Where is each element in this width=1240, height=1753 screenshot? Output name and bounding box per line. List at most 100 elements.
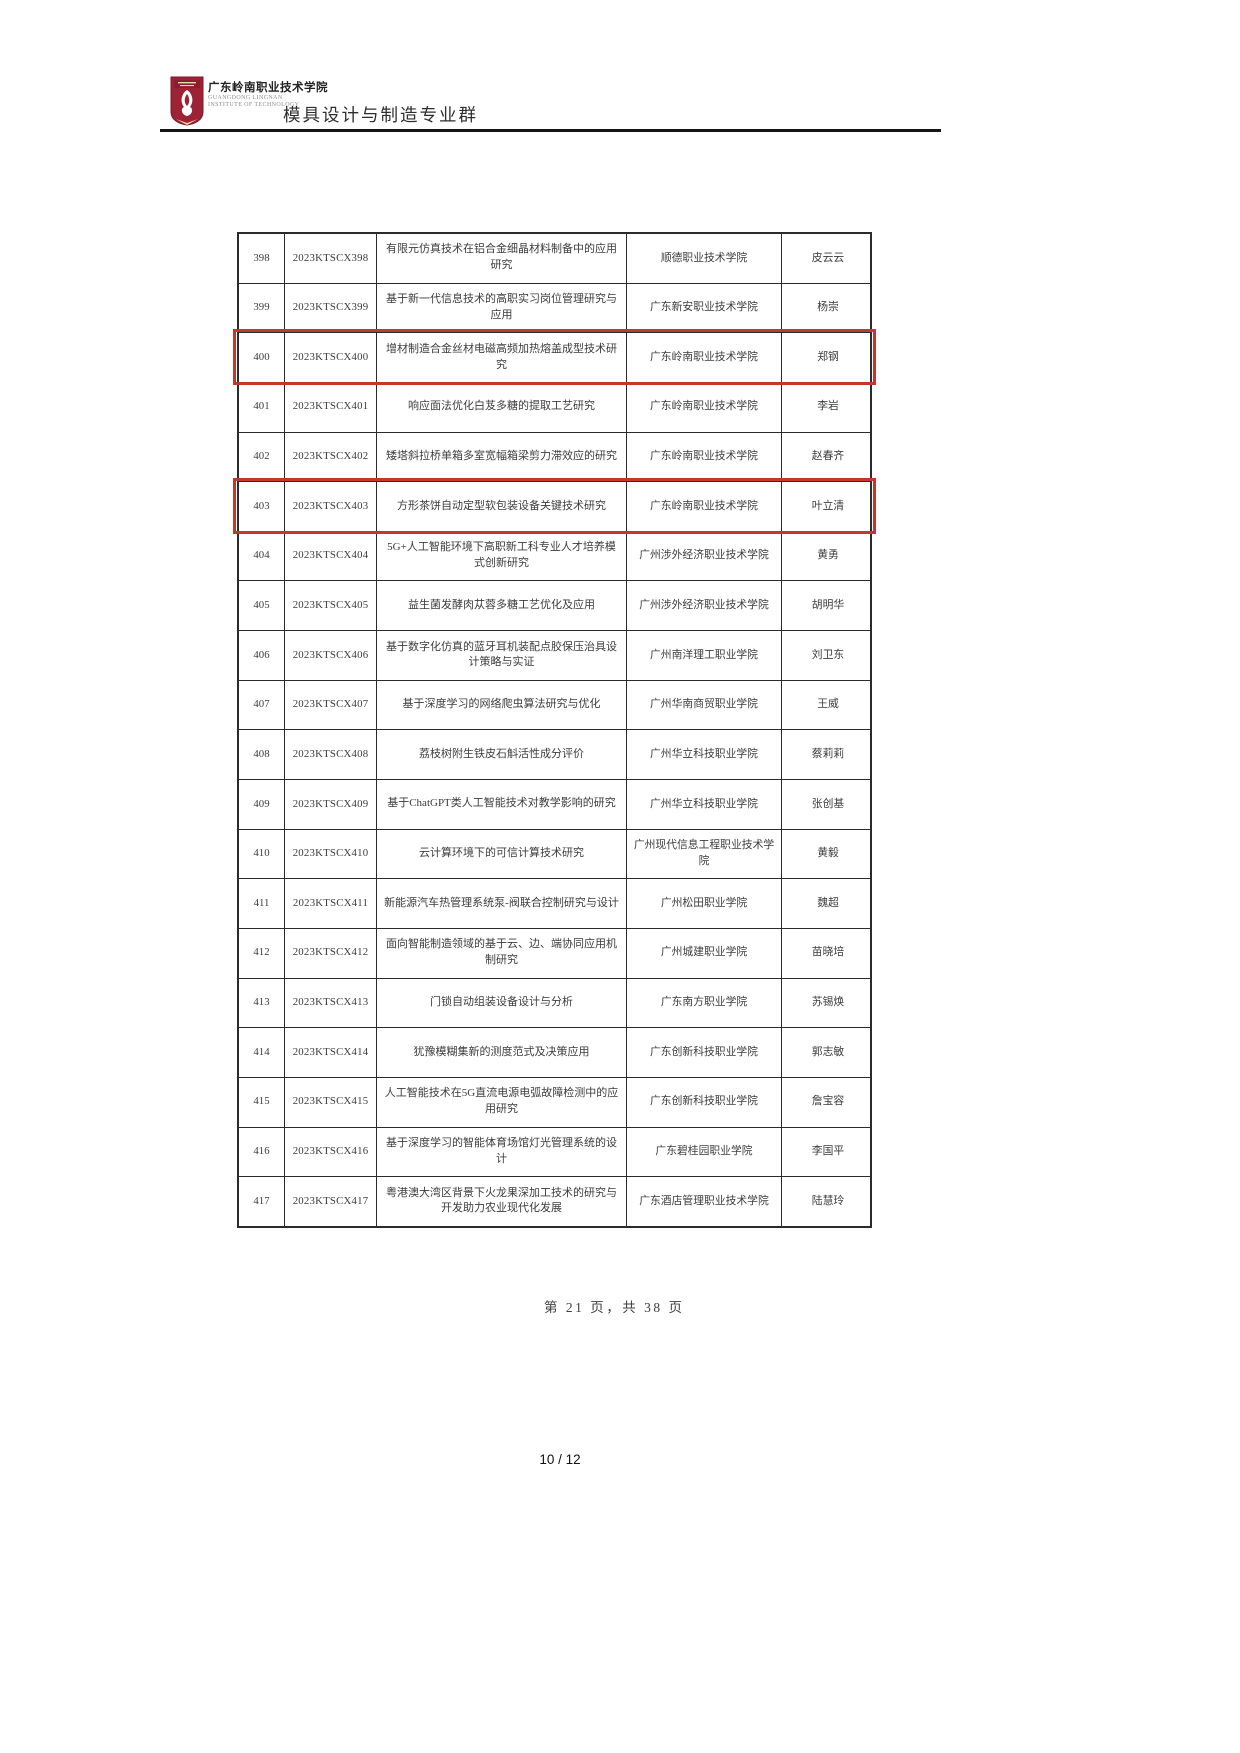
cell-project-title: 粤港澳大湾区背景下火龙果深加工技术的研究与开发助力农业现代化发展 <box>377 1177 627 1226</box>
cell-project-code: 2023KTSCX417 <box>285 1177 377 1226</box>
cell-institution: 广州涉外经济职业技术学院 <box>627 531 782 581</box>
cell-institution: 广州城建职业学院 <box>627 928 782 978</box>
cell-project-title: 响应面法优化白芨多糖的提取工艺研究 <box>377 382 627 432</box>
cell-leader-name: 皮云云 <box>811 251 845 264</box>
cell-leader-name: 叶立清 <box>811 499 845 512</box>
cell-institution: 广东岭南职业技术学院 <box>627 432 782 482</box>
projects-table: 398 2023KTSCX398 有限元仿真技术在铝合金细晶材料制备中的应用研究… <box>233 232 876 1228</box>
cell-institution: 广东岭南职业技术学院 <box>627 482 782 531</box>
cell-seq: 400 <box>239 333 285 382</box>
cell-institution: 广东碧桂园职业学院 <box>627 1127 782 1177</box>
cell-project-code: 2023KTSCX405 <box>285 581 377 631</box>
table-row: 414 2023KTSCX414 犹豫模糊集新的测度范式及决策应用 广东创新科技… <box>239 1028 870 1078</box>
cell-institution: 广东南方职业学院 <box>627 978 782 1028</box>
cell-project-code: 2023KTSCX400 <box>285 333 377 382</box>
table-row: 410 2023KTSCX410 云计算环境下的可信计算技术研究 广州现代信息工… <box>239 829 870 880</box>
header-divider <box>160 129 941 132</box>
document-header: 广东岭南职业技术学院 GUANGDONG LINGNAN INSTITUTE O… <box>160 74 940 132</box>
table-row: 403 2023KTSCX403 方形茶饼自动定型软包装设备关键技术研究 广东岭… <box>233 478 876 534</box>
cell-leader-name: 蔡莉莉 <box>811 747 845 760</box>
cell-seq: 413 <box>239 978 285 1028</box>
table-row: 401 2023KTSCX401 响应面法优化白芨多糖的提取工艺研究 广东岭南职… <box>239 382 870 433</box>
cell-project-code: 2023KTSCX407 <box>285 680 377 730</box>
cell-leader-name: 胡明华 <box>811 598 845 611</box>
table-row: 402 2023KTSCX402 矮塔斜拉桥单箱多室宽幅箱梁剪力滞效应的研究 广… <box>239 432 870 483</box>
cell-institution: 广东酒店管理职业技术学院 <box>627 1177 782 1226</box>
cell-project-code: 2023KTSCX414 <box>285 1028 377 1077</box>
cell-seq: 402 <box>239 432 285 482</box>
cell-seq: 406 <box>239 631 285 680</box>
school-name-cn: 广东岭南职业技术学院 <box>208 82 328 94</box>
cell-leader-name: 李岩 <box>817 400 839 413</box>
cell-seq: 407 <box>239 680 285 730</box>
cell-seq: 401 <box>239 382 285 432</box>
cell-project-code: 2023KTSCX415 <box>285 1077 377 1127</box>
cell-project-title: 基于数字化仿真的蓝牙耳机装配点胶保压治具设计策略与实证 <box>377 631 627 680</box>
cell-leader-name: 刘卫东 <box>811 648 845 661</box>
cell-leader-name: 詹宝容 <box>811 1095 845 1108</box>
cell-project-code: 2023KTSCX408 <box>285 730 377 780</box>
cell-project-code: 2023KTSCX406 <box>285 631 377 680</box>
school-name-block: 广东岭南职业技术学院 GUANGDONG LINGNAN INSTITUTE O… <box>208 82 328 109</box>
cell-project-code: 2023KTSCX401 <box>285 382 377 432</box>
cell-institution: 广东创新科技职业学院 <box>627 1028 782 1077</box>
cell-seq: 411 <box>239 879 285 928</box>
cell-leader-name: 王威 <box>817 698 839 711</box>
table-row: 413 2023KTSCX413 门锁自动组装设备设计与分析 广东南方职业学院 … <box>239 978 870 1029</box>
cell-institution: 广州现代信息工程职业技术学院 <box>627 829 782 879</box>
table-row: 398 2023KTSCX398 有限元仿真技术在铝合金细晶材料制备中的应用研究… <box>239 234 870 284</box>
cell-project-title: 新能源汽车热管理系统泵-阀联合控制研究与设计 <box>377 879 627 928</box>
cell-project-code: 2023KTSCX398 <box>285 234 377 283</box>
cell-leader-name: 李国平 <box>811 1145 845 1158</box>
table-row: 412 2023KTSCX412 面向智能制造领域的基于云、边、端协同应用机制研… <box>239 928 870 979</box>
cell-project-title: 犹豫模糊集新的测度范式及决策应用 <box>377 1028 627 1077</box>
cell-seq: 416 <box>239 1127 285 1177</box>
cell-seq: 415 <box>239 1077 285 1127</box>
table-row: 400 2023KTSCX400 增材制造合金丝材电磁高频加热熔盖成型技术研究 … <box>233 329 876 385</box>
cell-leader-name: 苏锡焕 <box>811 996 845 1009</box>
cell-leader-name: 赵春齐 <box>811 450 845 463</box>
cell-project-code: 2023KTSCX411 <box>285 879 377 928</box>
cell-project-title: 基于深度学习的网络爬虫算法研究与优化 <box>377 680 627 730</box>
table-row: 411 2023KTSCX411 新能源汽车热管理系统泵-阀联合控制研究与设计 … <box>239 879 870 929</box>
cell-leader-name: 陆慧玲 <box>811 1194 845 1207</box>
cell-leader-name: 黄勇 <box>817 549 839 562</box>
cell-institution: 广州华立科技职业学院 <box>627 730 782 780</box>
cell-institution: 广州华立科技职业学院 <box>627 780 782 829</box>
cell-seq: 417 <box>239 1177 285 1226</box>
professional-group-title: 模具设计与制造专业群 <box>283 105 478 125</box>
cell-seq: 398 <box>239 234 285 283</box>
cell-project-code: 2023KTSCX399 <box>285 283 377 333</box>
cell-leader-name: 魏超 <box>817 896 839 909</box>
cell-institution: 广州南洋理工职业学院 <box>627 631 782 680</box>
cell-project-title: 矮塔斜拉桥单箱多室宽幅箱梁剪力滞效应的研究 <box>377 432 627 482</box>
table-row: 408 2023KTSCX408 荔枝树附生铁皮石斛活性成分评价 广州华立科技职… <box>239 730 870 781</box>
cell-project-code: 2023KTSCX410 <box>285 829 377 879</box>
table-row: 415 2023KTSCX415 人工智能技术在5G直流电源电弧故障检测中的应用… <box>239 1077 870 1128</box>
viewer-page-indicator: 10 / 12 <box>539 1452 581 1467</box>
cell-institution: 广州松田职业学院 <box>627 879 782 928</box>
table-row: 404 2023KTSCX404 5G+人工智能环境下高职新工科专业人才培养模式… <box>239 531 870 582</box>
cell-institution: 广州华南商贸职业学院 <box>627 680 782 730</box>
cell-project-title: 门锁自动组装设备设计与分析 <box>377 978 627 1028</box>
cell-project-title: 基于深度学习的智能体育场馆灯光管理系统的设计 <box>377 1127 627 1177</box>
cell-project-title: 荔枝树附生铁皮石斛活性成分评价 <box>377 730 627 780</box>
cell-seq: 404 <box>239 531 285 581</box>
cell-leader-name: 黄毅 <box>817 847 839 860</box>
cell-project-code: 2023KTSCX416 <box>285 1127 377 1177</box>
cell-project-title: 面向智能制造领域的基于云、边、端协同应用机制研究 <box>377 928 627 978</box>
table-row: 407 2023KTSCX407 基于深度学习的网络爬虫算法研究与优化 广州华南… <box>239 680 870 731</box>
cell-project-title: 方形茶饼自动定型软包装设备关键技术研究 <box>377 482 627 531</box>
cell-institution: 广州涉外经济职业技术学院 <box>627 581 782 631</box>
cell-project-title: 人工智能技术在5G直流电源电弧故障检测中的应用研究 <box>377 1077 627 1127</box>
cell-institution: 广东岭南职业技术学院 <box>627 382 782 432</box>
cell-project-code: 2023KTSCX412 <box>285 928 377 978</box>
table-row: 417 2023KTSCX417 粤港澳大湾区背景下火龙果深加工技术的研究与开发… <box>239 1177 870 1226</box>
cell-project-code: 2023KTSCX404 <box>285 531 377 581</box>
cell-project-title: 5G+人工智能环境下高职新工科专业人才培养模式创新研究 <box>377 531 627 581</box>
document-page-info: 第 21 页，共 38 页 <box>544 1300 685 1315</box>
cell-project-title: 益生菌发酵肉苁蓉多糖工艺优化及应用 <box>377 581 627 631</box>
cell-leader-name: 郭志敏 <box>811 1045 845 1058</box>
cell-project-code: 2023KTSCX403 <box>285 482 377 531</box>
cell-seq: 410 <box>239 829 285 879</box>
